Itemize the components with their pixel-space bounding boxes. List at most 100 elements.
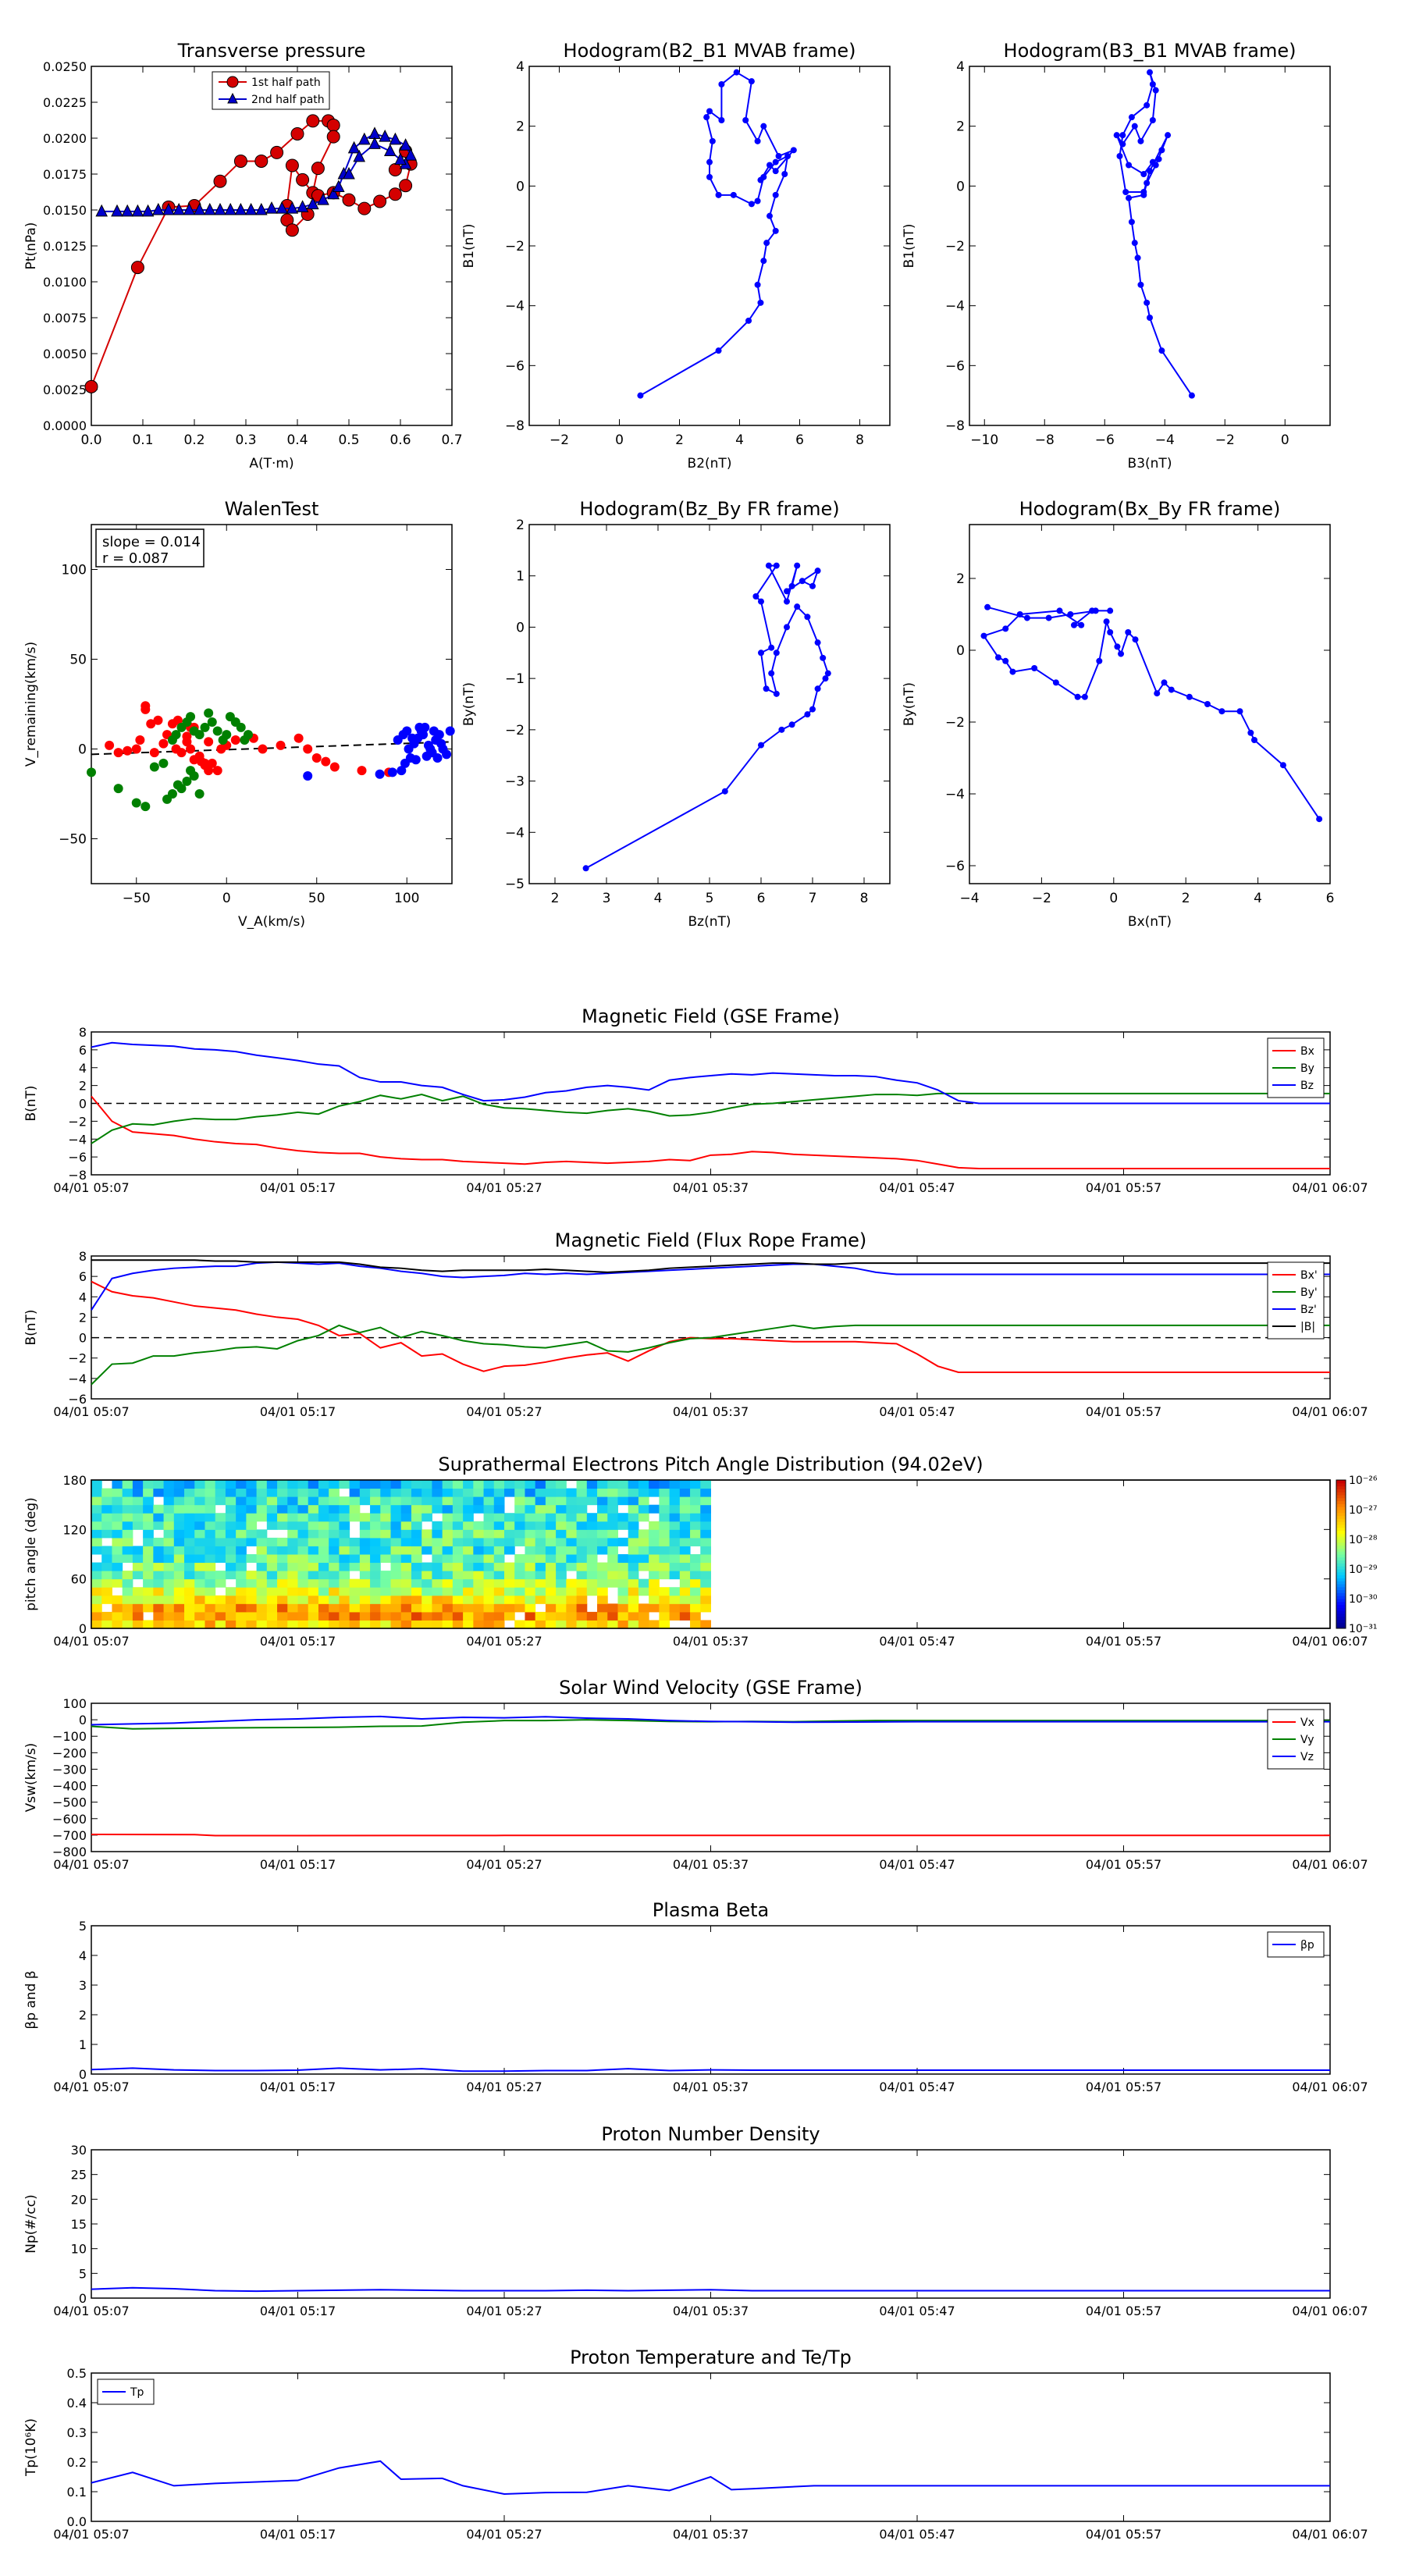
pad-heatmap-cell: [690, 1595, 701, 1604]
pad-heatmap-cell: [442, 1488, 454, 1497]
pad-heatmap-cell: [473, 1529, 485, 1539]
pad-heatmap-cell: [493, 1521, 505, 1530]
pad-heatmap-cell: [422, 1562, 432, 1571]
h1-point: [718, 117, 725, 123]
h4-ytick-label: −6: [945, 859, 965, 874]
pad-heatmap-cell: [266, 1504, 278, 1514]
pad-heatmap-cell: [153, 1562, 165, 1571]
bfr-xtick-label: 04/01 05:47: [879, 1404, 955, 1419]
pad-heatmap-cell: [91, 1587, 102, 1596]
pad-heatmap-cell: [422, 1546, 432, 1555]
pad-heatmap-cell: [132, 1496, 144, 1506]
pad-heatmap-cell: [659, 1554, 670, 1564]
pad-heatmap-cell: [308, 1611, 319, 1621]
pad-heatmap-cell: [380, 1513, 392, 1522]
pad-heatmap-cell: [215, 1496, 226, 1506]
pad-heatmap-cell: [422, 1620, 432, 1629]
pad-heatmap-cell: [205, 1488, 216, 1497]
pad-heatmap-cell: [101, 1595, 112, 1604]
pad-heatmap-cell: [132, 1611, 144, 1621]
pad-heatmap-cell: [545, 1488, 557, 1497]
h3-xtick-label: 5: [706, 891, 714, 906]
pad-heatmap-cell: [194, 1554, 205, 1564]
pad-heatmap-cell: [576, 1480, 588, 1489]
h4-point: [1107, 629, 1114, 635]
pad-heatmap-cell: [659, 1546, 670, 1555]
pad-heatmap-cell: [493, 1488, 505, 1497]
pad-heatmap-cell: [493, 1562, 505, 1571]
pad-heatmap-cell: [690, 1562, 701, 1571]
pad-heatmap-cell: [143, 1562, 154, 1571]
walen-point: [158, 738, 169, 749]
np-title: Proton Number Density: [601, 2123, 820, 2145]
pad-heatmap-cell: [442, 1546, 454, 1555]
pad-heatmap-cell: [597, 1496, 608, 1506]
pad-heatmap-cell: [411, 1480, 422, 1489]
pad-heatmap-cell: [297, 1587, 309, 1596]
pad-heatmap-cell: [236, 1587, 247, 1596]
tp-point: [130, 261, 144, 275]
bgse-ytick-label: −8: [68, 1168, 87, 1183]
pad-heatmap-cell: [112, 1603, 123, 1613]
pad-ytick-label: 0: [79, 1621, 87, 1636]
h3-ylabel: By(nT): [461, 682, 477, 726]
tp-point: [357, 132, 371, 145]
pad-heatmap-cell: [432, 1488, 443, 1497]
pad-heatmap-cell: [246, 1504, 258, 1514]
vsw-ytick-label: −800: [52, 1845, 87, 1859]
pad-heatmap-cell: [659, 1488, 670, 1497]
pad-heatmap-cell: [628, 1529, 639, 1539]
pad-heatmap-cell: [122, 1620, 133, 1629]
pad-heatmap-cell: [679, 1488, 691, 1497]
pad-heatmap-cell: [349, 1611, 361, 1621]
pad-heatmap-cell: [638, 1513, 649, 1522]
pad-heatmap-cell: [339, 1595, 350, 1604]
tp2-xtick-label: 04/01 05:27: [466, 2527, 542, 2542]
pad-heatmap-cell: [143, 1603, 154, 1613]
walen-point: [113, 748, 123, 758]
bfr-title: Magnetic Field (Flux Rope Frame): [555, 1229, 866, 1251]
tp2-ylabel: Tp(10⁶K): [23, 2418, 39, 2477]
pad-heatmap-cell: [607, 1611, 618, 1621]
bgse-ytick-label: 4: [79, 1061, 87, 1076]
walen-point: [140, 701, 151, 711]
pad-heatmap-cell: [669, 1521, 681, 1530]
pad-heatmap-cell: [215, 1537, 226, 1546]
pad-heatmap-cell: [225, 1611, 237, 1621]
pad-heatmap-cell: [112, 1529, 123, 1539]
pad-heatmap-cell: [236, 1562, 247, 1571]
pad-heatmap-cell: [442, 1603, 454, 1613]
bgse-ylabel: B(nT): [23, 1085, 39, 1121]
h4-point: [1236, 708, 1243, 715]
pad-heatmap-cell: [493, 1595, 505, 1604]
vsw-series-line-0: [91, 1834, 1330, 1837]
h2-point: [1113, 132, 1120, 139]
pad-heatmap-cell: [256, 1488, 268, 1497]
pad-heatmap-cell: [153, 1480, 165, 1489]
pad-heatmap-cell: [225, 1521, 237, 1530]
h3-xtick-label: 4: [654, 891, 663, 906]
walen-point: [189, 755, 199, 765]
pad-heatmap-cell: [132, 1488, 144, 1497]
pad-heatmap-cell: [473, 1587, 485, 1596]
pad-heatmap-cell: [576, 1603, 588, 1613]
h1-xtick-label: 4: [735, 432, 744, 448]
pad-colorbar-segment: [1336, 1515, 1346, 1519]
pad-heatmap-cell: [576, 1537, 588, 1546]
h3-ytick-label: −3: [505, 774, 525, 790]
h4-point: [1161, 679, 1168, 686]
tp-point: [162, 202, 175, 215]
tp-point: [306, 197, 319, 210]
walen-point: [200, 722, 210, 732]
pad-heatmap-cell: [597, 1562, 608, 1571]
pad-heatmap-cell: [184, 1480, 195, 1489]
pad-heatmap-cell: [380, 1587, 392, 1596]
pad-heatmap-cell: [225, 1480, 237, 1489]
pad-colorbar-label: 10⁻²⁶: [1349, 1475, 1378, 1487]
pad-heatmap-cell: [700, 1571, 711, 1580]
bgse-series-line-2: [91, 1041, 1330, 1105]
pad-heatmap-cell: [173, 1513, 185, 1522]
pad-heatmap-cell: [318, 1578, 329, 1588]
bfr-series-line-2: [91, 1261, 1330, 1311]
np-ytick-label: 10: [71, 2242, 87, 2257]
